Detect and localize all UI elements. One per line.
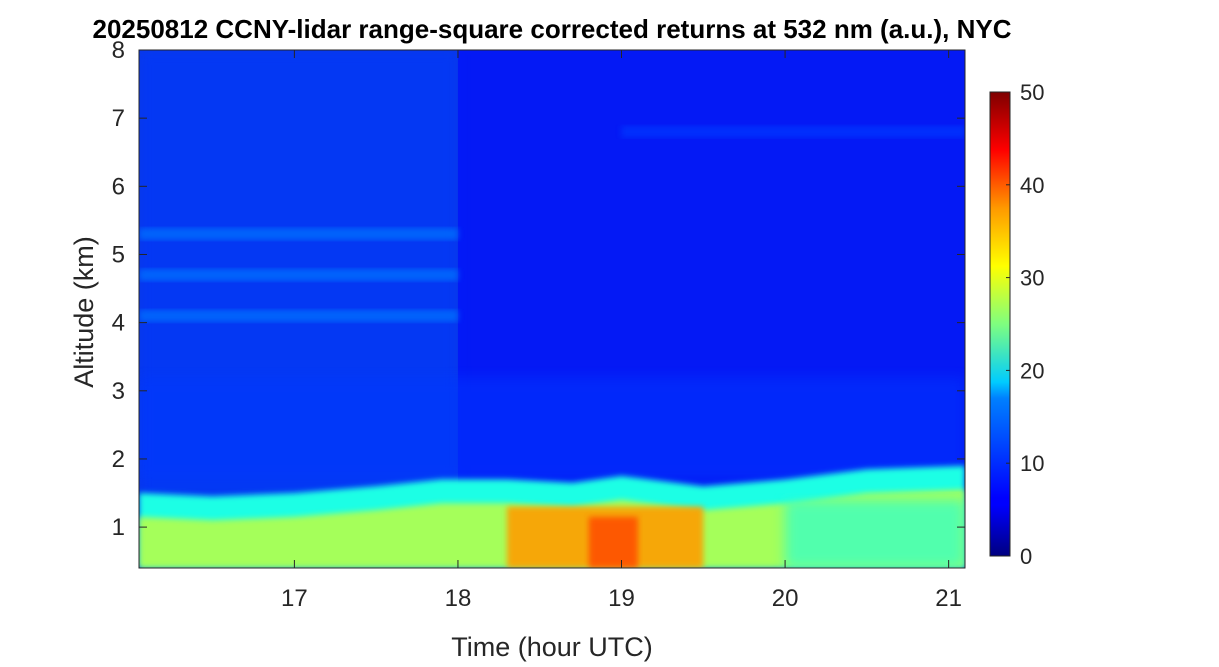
aerosol-layer <box>621 125 965 138</box>
heatmap-plot-area <box>139 50 965 568</box>
x-axis-ticks: 17 18 19 20 21 <box>281 50 962 612</box>
lower-free-troposphere <box>139 377 965 480</box>
y-tick-label: 2 <box>112 446 125 473</box>
x-tick-label: 21 <box>935 585 962 612</box>
max-return-core <box>588 516 638 568</box>
heatmap-fill-layer <box>139 50 965 568</box>
aerosol-layer <box>139 268 458 281</box>
colorbar-tick-label: 20 <box>1020 358 1044 383</box>
y-tick-label: 7 <box>112 105 125 132</box>
x-axis-title: Time (hour UTC) <box>451 632 653 662</box>
colorbar-ticks: 0 10 20 30 40 50 <box>1006 80 1044 569</box>
colorbar-tick-label: 30 <box>1020 266 1044 291</box>
late-bl-region <box>785 499 965 568</box>
y-tick-label: 1 <box>112 514 125 541</box>
x-tick-label: 19 <box>608 585 635 612</box>
y-tick-label: 4 <box>112 310 125 337</box>
x-tick-label: 17 <box>281 585 308 612</box>
colorbar-gradient <box>989 91 1011 557</box>
x-tick-label: 18 <box>445 585 472 612</box>
plot-frame <box>138 49 966 569</box>
colorbar-tick-label: 10 <box>1020 451 1044 476</box>
y-tick-label: 8 <box>112 37 125 64</box>
y-axis-title: Altitude (km) <box>69 236 99 388</box>
y-tick-label: 6 <box>112 173 125 200</box>
aerosol-layer <box>139 228 458 241</box>
x-tick-label: 20 <box>772 585 799 612</box>
y-axis-ticks: 1 2 3 4 5 6 7 8 <box>112 37 965 541</box>
y-tick-label: 5 <box>112 241 125 268</box>
colorbar-tick-label: 0 <box>1020 544 1032 569</box>
chart-title: 20250812 CCNY-lidar range-square correct… <box>92 14 1011 44</box>
y-tick-label: 3 <box>112 378 125 405</box>
aerosol-layer <box>139 309 458 322</box>
colorbar-tick-label: 50 <box>1020 80 1044 105</box>
colorbar: 0 10 20 30 40 50 <box>989 80 1044 569</box>
colorbar-tick-label: 40 <box>1020 173 1044 198</box>
upper-air-region-early <box>139 50 458 568</box>
